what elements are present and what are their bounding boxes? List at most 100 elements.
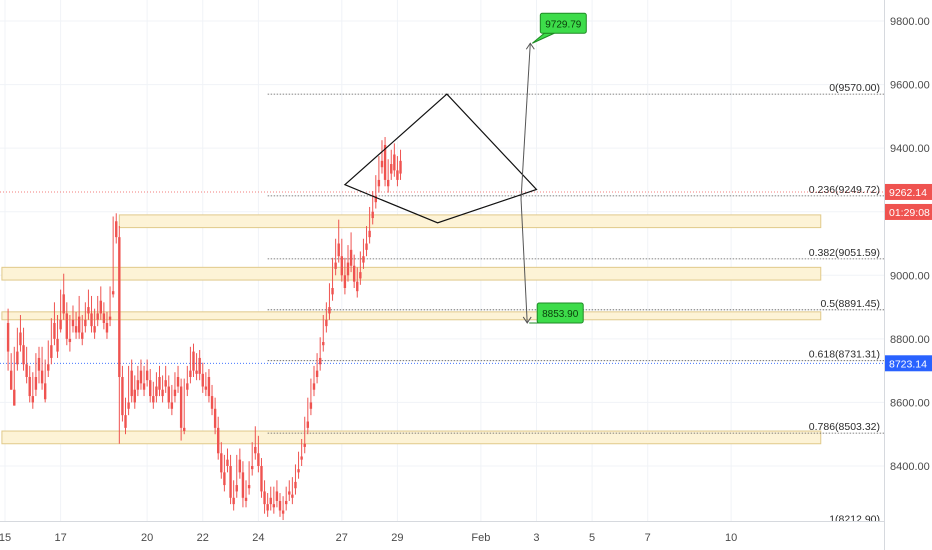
fib-level-label: 0.5(8891.45) xyxy=(820,298,880,310)
candle-body xyxy=(68,338,72,343)
time-tick-label: 20 xyxy=(141,532,153,544)
zones xyxy=(1,214,822,445)
price-tick-label: 8400.00 xyxy=(890,461,930,473)
candle-body xyxy=(102,313,106,323)
candle-body xyxy=(349,249,353,266)
candle-body xyxy=(96,313,99,320)
candle-body xyxy=(393,154,396,171)
candles xyxy=(6,137,402,521)
candle-body xyxy=(167,386,170,403)
candle-body xyxy=(90,313,93,327)
candle-body xyxy=(272,504,276,508)
candle-body xyxy=(260,466,263,492)
candle-body xyxy=(19,332,22,346)
candle-body xyxy=(288,491,291,495)
candle-body xyxy=(362,256,365,263)
candle-body xyxy=(380,160,384,168)
candle-body xyxy=(359,272,362,279)
candle-body xyxy=(254,446,257,454)
price-axis-bg xyxy=(884,0,932,550)
candle-body xyxy=(337,243,340,257)
candle-body xyxy=(158,377,161,390)
candle-body xyxy=(118,237,121,377)
candle-body xyxy=(226,459,229,466)
candle-body xyxy=(334,262,337,269)
candle-body xyxy=(291,494,294,498)
candle-body xyxy=(365,243,368,250)
candle-body xyxy=(124,415,127,428)
candle-body xyxy=(303,443,306,447)
candle-body xyxy=(53,322,56,339)
candle-body xyxy=(220,453,223,473)
candle-body xyxy=(263,491,266,505)
target-callout xyxy=(539,12,587,34)
price-tick-label: 9600.00 xyxy=(890,80,930,92)
candle-body xyxy=(139,370,143,384)
candle-body xyxy=(315,370,319,377)
candle-body xyxy=(6,322,10,352)
fib-level-label: 0.786(8503.32) xyxy=(809,421,880,433)
candle-body xyxy=(195,370,198,374)
candle-body xyxy=(235,485,238,492)
candle-body xyxy=(179,386,183,428)
candle-body xyxy=(77,316,81,333)
candle-body xyxy=(136,380,140,390)
time-tick-label: Feb xyxy=(471,532,490,544)
time-tick-label: 29 xyxy=(391,532,403,544)
candle-body xyxy=(223,472,226,486)
candle-body xyxy=(189,370,192,377)
price-tick-label: 9000.00 xyxy=(890,270,930,282)
candle-body xyxy=(183,427,186,432)
candle-body xyxy=(16,351,19,365)
candle-body xyxy=(176,377,180,387)
candle-body xyxy=(59,319,62,330)
candle-body xyxy=(173,389,177,397)
candle-body xyxy=(9,370,13,390)
candle-body xyxy=(368,230,371,238)
candle-body xyxy=(40,370,44,384)
candle-body xyxy=(241,472,245,498)
candle-body xyxy=(229,466,232,498)
time-tick-label: 10 xyxy=(725,532,737,544)
candle-body xyxy=(50,345,53,358)
price-axis[interactable]: 8400.008600.008800.009000.009200.009400.… xyxy=(884,0,932,550)
price-tick-label: 8600.00 xyxy=(890,397,930,409)
candle-body xyxy=(328,307,331,314)
candle-body xyxy=(318,357,322,365)
candle-body xyxy=(105,322,109,333)
candle-body xyxy=(71,319,75,327)
candle-body xyxy=(300,456,303,460)
blue-price-value: 8723.14 xyxy=(889,358,927,370)
candle-body xyxy=(275,491,279,501)
candle-body xyxy=(306,421,310,428)
candle-body xyxy=(28,377,31,397)
candle-body xyxy=(152,396,155,403)
candle-body xyxy=(198,357,201,374)
candle-body xyxy=(390,164,393,174)
target-callout-label: 9729.79 xyxy=(545,19,582,30)
blue-price-tag xyxy=(885,355,932,372)
candle-body xyxy=(247,485,251,489)
candle-body xyxy=(217,427,220,454)
time-axis[interactable]: 15 17 20 22 24 27 29 Feb 3 5 7 10 xyxy=(0,521,884,550)
time-tick-label: 7 xyxy=(645,532,651,544)
candle-body xyxy=(161,389,164,397)
candle-body xyxy=(383,144,387,180)
candle-body xyxy=(127,402,130,409)
candle-body xyxy=(121,377,124,416)
candle-body xyxy=(396,170,399,180)
candle-body xyxy=(340,256,344,276)
time-tick-label: 15 xyxy=(0,532,11,544)
candle-body xyxy=(111,291,115,295)
candle-body xyxy=(13,389,16,406)
candle-body xyxy=(93,326,96,333)
candle-body xyxy=(186,383,189,390)
fib-level-label: 0.236(9249.72) xyxy=(809,184,880,196)
candle-body xyxy=(34,377,38,390)
candle-body xyxy=(309,402,313,409)
countdown-tag xyxy=(885,203,932,220)
candle-body xyxy=(149,380,152,397)
support-resistance-zone xyxy=(1,430,822,445)
candle-body xyxy=(278,500,282,511)
